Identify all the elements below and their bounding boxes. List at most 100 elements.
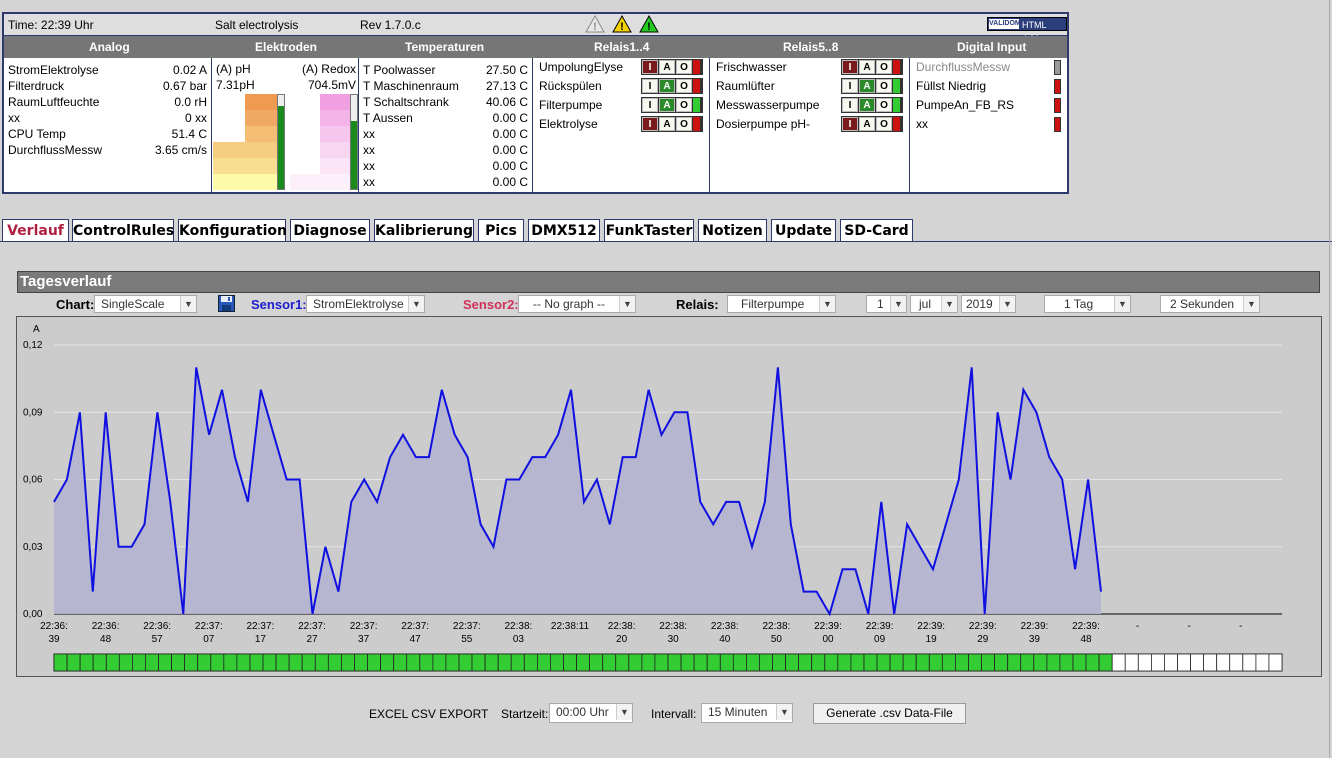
y-tick-label: 0,09: [23, 407, 43, 418]
gauge-track: [350, 94, 358, 190]
relay-cell: [171, 653, 186, 672]
tab-konfiguration[interactable]: Konfiguration: [178, 219, 287, 242]
generate-csv-button[interactable]: Generate .csv Data-File: [813, 703, 966, 724]
iao-o-button[interactable]: O: [876, 117, 892, 131]
relay-cell: [53, 653, 68, 672]
analog-value: 0.0 rH: [174, 95, 207, 109]
y-axis-label: A: [33, 324, 40, 335]
validome-badge[interactable]: VALIDOME HTML 4.01: [987, 17, 1067, 44]
relay-cell: [968, 653, 983, 672]
iao-a-button[interactable]: A: [859, 117, 875, 131]
x-tick-label: 22:37:: [298, 621, 326, 632]
iao-o-button[interactable]: O: [876, 98, 892, 112]
iao-a-button[interactable]: A: [659, 79, 675, 93]
tab-controlrules[interactable]: ControlRules: [72, 219, 174, 242]
relay-cell: [144, 653, 159, 672]
series-line: [53, 367, 1102, 617]
temperatur-label: xx: [363, 143, 375, 157]
analog-label: Filterdruck: [8, 79, 65, 93]
iao-a-button[interactable]: A: [859, 79, 875, 93]
save-icon[interactable]: [218, 295, 235, 312]
tab-notizen[interactable]: Notizen: [698, 219, 767, 242]
export-interval-select[interactable]: 15 Minuten ▼: [701, 703, 793, 723]
iao-o-button[interactable]: O: [676, 98, 692, 112]
iao-o-button[interactable]: O: [676, 117, 692, 131]
sensor1-select[interactable]: StromElektrolyse ▼: [306, 295, 425, 313]
day-select[interactable]: 1 ▼: [866, 295, 907, 313]
tab-pics[interactable]: Pics: [478, 219, 524, 242]
iao-i-button[interactable]: I: [642, 79, 658, 93]
panel-headers: Analog Elektroden Temperaturen Relais1..…: [4, 36, 1067, 58]
iao-i-button[interactable]: I: [842, 60, 858, 74]
x-tick-label: 47: [410, 634, 422, 645]
analog-value: 0.67 bar: [162, 79, 207, 93]
relay-cell: [811, 653, 826, 672]
tab-update[interactable]: Update: [771, 219, 836, 242]
iao-a-button[interactable]: A: [659, 98, 675, 112]
warning-grey-icon: !: [585, 15, 605, 33]
relay-cell: [380, 653, 395, 672]
tab-kalibrierung[interactable]: Kalibrierung: [374, 219, 474, 242]
iao-i-button[interactable]: I: [642, 98, 658, 112]
tab-dmx512[interactable]: DMX512: [528, 219, 600, 242]
analog-label: RaumLuftfeuchte: [8, 95, 100, 109]
temperatur-row: xx 0.00 C: [363, 126, 528, 142]
relay-row: Raumlüfter I A O: [716, 77, 905, 96]
sensor2-select[interactable]: -- No graph -- ▼: [518, 295, 636, 313]
x-tick-label: 39: [1029, 634, 1041, 645]
range-select[interactable]: 1 Tag ▼: [1044, 295, 1131, 313]
y-tick-label: 0,12: [23, 340, 43, 351]
iao-i-button[interactable]: I: [842, 79, 858, 93]
relay-cell: [105, 653, 120, 672]
relay-cell: [706, 653, 721, 672]
relay-cell: [772, 653, 787, 672]
x-tick-label: 48: [1080, 634, 1092, 645]
iao-i-button[interactable]: I: [842, 98, 858, 112]
iao-i-button[interactable]: I: [842, 117, 858, 131]
sensor2-value: -- No graph --: [533, 297, 606, 311]
iao-o-button[interactable]: O: [676, 60, 692, 74]
iao-a-button[interactable]: A: [659, 117, 675, 131]
iao-o-button[interactable]: O: [876, 60, 892, 74]
temperatur-value: 0.00 C: [492, 175, 528, 189]
relais-select[interactable]: Filterpumpe ▼: [727, 295, 836, 313]
tab-diagnose[interactable]: Diagnose: [290, 219, 370, 242]
relay-cell: [262, 653, 277, 672]
digital-input-column: DurchflussMessw Füllst Niedrig PumpeAn_FB_…: [910, 58, 1067, 192]
x-tick-label: -: [1136, 621, 1139, 632]
temperatur-column: T Poolwasser 27.50 C T Maschinenraum 27.13 …: [359, 58, 532, 192]
sensor1-value: StromElektrolyse: [313, 297, 404, 311]
year-select[interactable]: 2019 ▼: [961, 295, 1016, 313]
relay-cell: [314, 653, 329, 672]
series-area: [54, 367, 1101, 614]
x-tick-label: 22:36:: [92, 621, 120, 632]
iao-o-button[interactable]: O: [676, 79, 692, 93]
tab-sd-card[interactable]: SD-Card: [840, 219, 913, 242]
start-time-select[interactable]: 00:00 Uhr ▼: [549, 703, 633, 723]
ph-value: 7.31pH: [216, 78, 255, 92]
analog-row: StromElektrolyse 0.02 A: [8, 62, 207, 78]
relay-row: Dosierpumpe pH- I A O: [716, 115, 905, 134]
iao-i-button[interactable]: I: [642, 117, 658, 131]
relay-cell: [327, 653, 342, 672]
analog-row: CPU Temp 51.4 C: [8, 126, 207, 142]
gauge-segment: [320, 158, 350, 174]
chevron-down-icon: ▼: [1243, 296, 1259, 312]
tab-verlauf[interactable]: Verlauf: [2, 219, 69, 242]
iao-a-button[interactable]: A: [859, 98, 875, 112]
relay-label: Frischwasser: [716, 60, 787, 74]
iao-i-button[interactable]: I: [642, 60, 658, 74]
tab-funktaster[interactable]: FunkTaster: [604, 219, 694, 242]
header-temperaturen: Temperaturen: [405, 40, 485, 54]
iao-a-button[interactable]: A: [659, 60, 675, 74]
month-select[interactable]: jul ▼: [910, 295, 958, 313]
interval-select[interactable]: 2 Sekunden ▼: [1160, 295, 1260, 313]
relay-cell: [746, 653, 760, 672]
chart-type-select[interactable]: SingleScale ▼: [94, 295, 197, 313]
iao-o-button[interactable]: O: [876, 79, 892, 93]
analog-value: 51.4 C: [171, 127, 207, 141]
header-analog: Analog: [89, 40, 130, 54]
relay-cell: [432, 653, 447, 672]
relay-cell: [223, 653, 238, 672]
iao-a-button[interactable]: A: [859, 60, 875, 74]
